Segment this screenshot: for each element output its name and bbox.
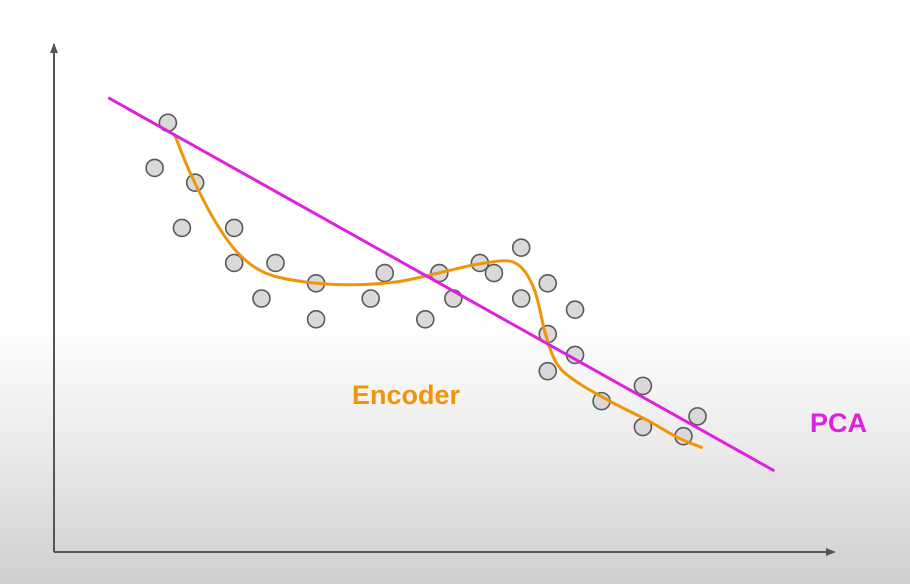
pca-line bbox=[107, 96, 775, 472]
data-point bbox=[415, 310, 435, 329]
encoder-curve bbox=[173, 133, 703, 449]
data-point bbox=[224, 253, 244, 273]
data-point bbox=[538, 273, 558, 293]
data-point bbox=[172, 218, 192, 238]
pca-label: PCA bbox=[810, 408, 868, 438]
data-point bbox=[633, 376, 653, 396]
data-point bbox=[538, 361, 558, 381]
data-point bbox=[361, 289, 380, 308]
data-point bbox=[511, 238, 531, 258]
data-point bbox=[306, 310, 326, 329]
x-axis-arrow bbox=[826, 548, 836, 556]
data-point bbox=[565, 300, 585, 319]
fit-lines bbox=[107, 96, 775, 472]
axes bbox=[50, 43, 836, 556]
y-axis-arrow bbox=[50, 43, 58, 53]
data-point bbox=[224, 218, 244, 238]
data-point bbox=[145, 158, 164, 178]
data-point bbox=[511, 289, 531, 308]
encoder-label: Encoder bbox=[352, 380, 461, 410]
data-point bbox=[688, 407, 707, 426]
data-point bbox=[252, 289, 271, 308]
data-point bbox=[484, 263, 504, 283]
data-point bbox=[375, 263, 395, 283]
data-point bbox=[266, 253, 285, 273]
